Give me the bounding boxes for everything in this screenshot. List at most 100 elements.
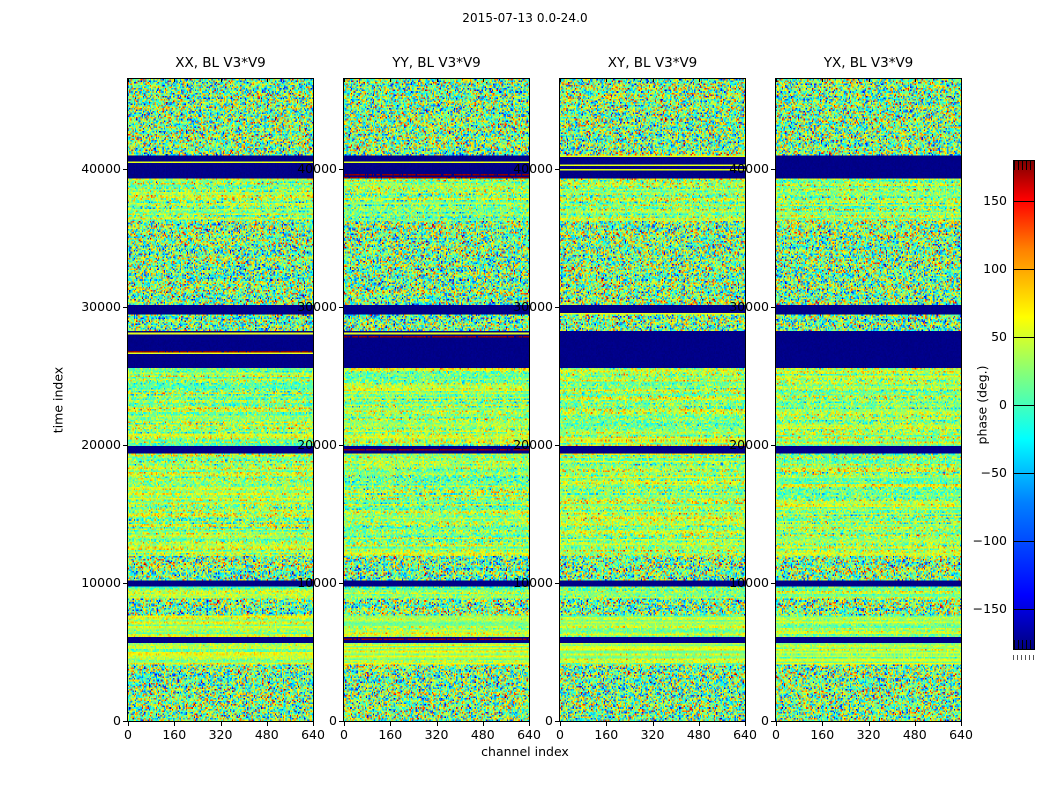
- x-tick-label: 320: [640, 727, 665, 742]
- y-tick-label: 30000: [297, 298, 337, 314]
- axes-frame-xy[interactable]: [559, 78, 746, 722]
- x-tick-top: [436, 78, 438, 82]
- y-tick-label: 40000: [81, 160, 121, 176]
- x-tick: [220, 722, 222, 726]
- x-tick-top: [529, 78, 530, 82]
- x-tick-top: [220, 78, 222, 82]
- y-tick-label: 10000: [513, 574, 553, 590]
- x-tick-top: [128, 78, 129, 82]
- colorbar-tick: [1013, 269, 1035, 270]
- x-tick: [344, 722, 345, 726]
- y-tick: [555, 721, 559, 722]
- phase-waterfall-image: [560, 79, 745, 721]
- x-tick: [313, 722, 314, 726]
- colorbar-tick: [1013, 609, 1035, 610]
- axes-frame-yy[interactable]: [343, 78, 530, 722]
- x-tick: [868, 722, 870, 726]
- y-tick: [555, 306, 559, 308]
- y-tick-label: 0: [329, 713, 337, 728]
- y-tick-label: 30000: [729, 298, 769, 314]
- x-tick-top: [606, 78, 608, 82]
- x-tick: [128, 722, 129, 726]
- colorbar-tick-label: 150: [983, 193, 1007, 208]
- panel-yy[interactable]: YY, BL V3*V9 0 160 320 480 640 0 10000 20000 3000…: [297, 55, 541, 742]
- y-tick-label: 30000: [81, 298, 121, 314]
- x-tick-label: 160: [378, 727, 403, 742]
- x-tick-top: [174, 78, 176, 82]
- x-tick: [961, 722, 962, 726]
- figure-suptitle: 2015-07-13 0.0-24.0: [462, 11, 588, 25]
- x-axis-label: channel index: [481, 744, 569, 759]
- axes-frame-yx[interactable]: [775, 78, 962, 722]
- y-tick: [339, 168, 343, 170]
- y-tick-label: 0: [113, 713, 121, 728]
- x-tick-label: 0: [340, 727, 348, 742]
- x-tick-top: [868, 78, 870, 82]
- x-tick-label: 480: [470, 727, 495, 742]
- panel-xx[interactable]: XX, BL V3*V9 0 160 320 480 640 0 10000 20000 3000…: [81, 55, 325, 742]
- y-tick-label: 10000: [729, 574, 769, 590]
- colorbar-tick-label: 100: [983, 261, 1007, 276]
- x-tick-label: 640: [733, 727, 757, 742]
- y-tick-label: 40000: [513, 160, 553, 176]
- x-tick: [606, 722, 608, 726]
- panel-title-xx: XX, BL V3*V9: [175, 55, 266, 71]
- x-tick-top: [266, 78, 268, 82]
- colorbar-tick-label: 50: [991, 329, 1007, 344]
- panel-yx[interactable]: YX, BL V3*V9 0 160 320 480 640 0 10000 20000 3000…: [729, 55, 973, 742]
- colorbar-tick-label: −150: [972, 601, 1007, 616]
- x-tick: [529, 722, 530, 726]
- y-tick-label: 30000: [513, 298, 553, 314]
- x-tick: [174, 722, 176, 726]
- x-tick-top: [313, 78, 314, 82]
- axes-frame-xx[interactable]: [127, 78, 314, 722]
- x-tick-top: [745, 78, 746, 82]
- x-tick-label: 160: [810, 727, 835, 742]
- x-tick-label: 160: [162, 727, 187, 742]
- colorbar-footer-dashes: [1013, 655, 1035, 660]
- y-tick: [771, 582, 775, 584]
- phase-waterfall-image: [344, 79, 529, 721]
- y-tick-label: 20000: [81, 436, 121, 452]
- x-tick: [482, 722, 484, 726]
- x-tick-top: [652, 78, 654, 82]
- y-tick-label: 0: [545, 713, 553, 728]
- y-tick: [123, 582, 127, 584]
- x-tick: [698, 722, 700, 726]
- y-tick: [771, 721, 775, 722]
- x-tick-label: 0: [556, 727, 564, 742]
- y-tick: [555, 444, 559, 446]
- colorbar-tick: [1013, 405, 1035, 406]
- y-tick: [123, 306, 127, 308]
- colorbar-tick: [1013, 541, 1035, 542]
- colorbar-over-hatch: [1014, 161, 1034, 170]
- y-tick-label: 0: [761, 713, 769, 728]
- x-tick-top: [914, 78, 916, 82]
- y-tick-label: 40000: [297, 160, 337, 176]
- colorbar-under-hatch: [1014, 640, 1034, 649]
- x-tick-top: [482, 78, 484, 82]
- y-tick: [123, 444, 127, 446]
- y-tick: [339, 721, 343, 722]
- x-tick: [390, 722, 392, 726]
- x-tick-top: [560, 78, 561, 82]
- x-tick: [776, 722, 777, 726]
- x-tick-label: 320: [856, 727, 881, 742]
- x-tick: [560, 722, 561, 726]
- colorbar-tick-label: −50: [980, 465, 1007, 480]
- x-tick-top: [961, 78, 962, 82]
- phase-waterfall-image: [776, 79, 961, 721]
- x-tick: [436, 722, 438, 726]
- y-tick-label: 40000: [729, 160, 769, 176]
- x-tick-top: [344, 78, 345, 82]
- y-tick: [123, 721, 127, 722]
- y-tick: [339, 444, 343, 446]
- panel-xy[interactable]: XY, BL V3*V9 0 160 320 480 640 0 10000 20000 3000…: [513, 55, 757, 742]
- x-tick-top: [390, 78, 392, 82]
- colorbar-tick-label: 0: [999, 397, 1007, 412]
- x-tick: [266, 722, 268, 726]
- y-tick: [339, 306, 343, 308]
- x-tick-top: [822, 78, 824, 82]
- y-tick: [771, 168, 775, 170]
